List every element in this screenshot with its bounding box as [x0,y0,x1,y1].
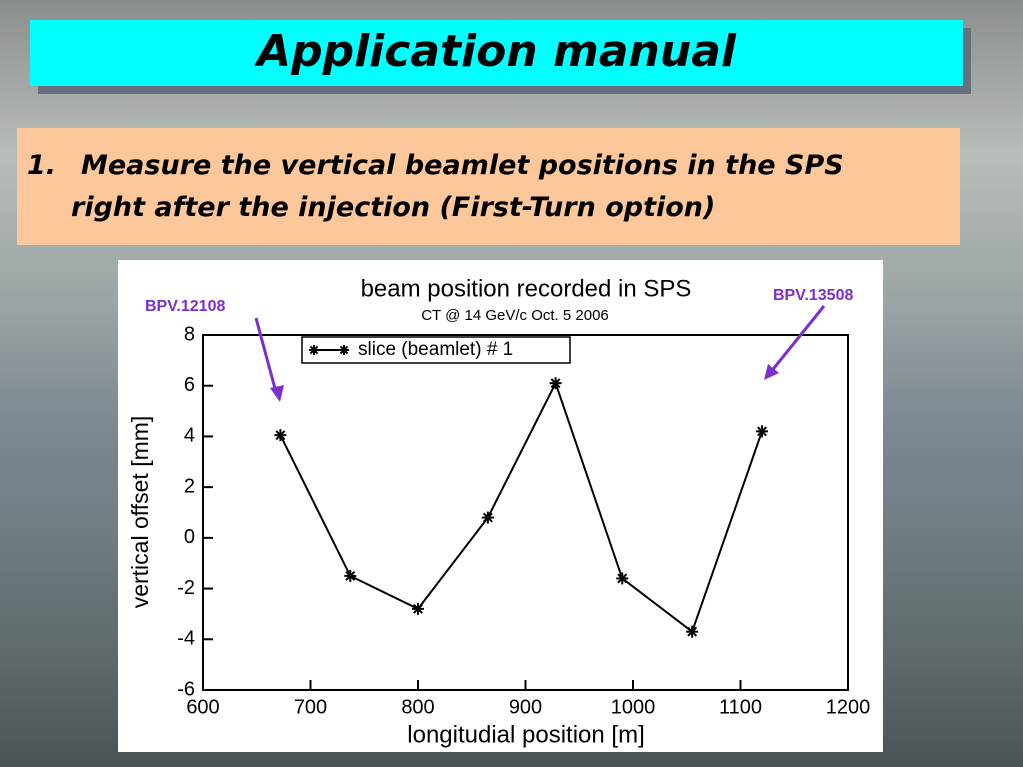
legend-label: slice (beamlet) # 1 [358,339,513,360]
marker-stroke [309,345,319,355]
x-tick-label: 1000 [611,696,656,718]
marker-stroke [275,430,286,441]
x-tick-label: 1200 [826,696,871,718]
annotation-arrow [768,305,826,374]
data-point [616,572,629,585]
annotation-arrow [254,317,279,397]
y-tick-label: -6 [177,678,195,700]
y-tick-label: 2 [184,475,195,497]
data-point [481,511,494,524]
y-axis-label: vertical offset [mm] [127,416,153,609]
x-tick-label: 700 [294,696,327,718]
series-line [279,380,763,634]
marker-stroke [550,378,561,389]
item-line: Measure the vertical beamlet positions i… [81,150,844,181]
annotation: BPV.12108 [145,298,225,315]
y-tick-label: 6 [184,374,195,396]
data-point [686,625,699,638]
data-point [274,429,287,442]
chart-background [118,260,883,752]
data-point [549,377,562,390]
item-line: right after the injection (First-Turn op… [71,192,716,223]
text-box: 1. Measure the vertical beamlet position… [17,128,960,245]
x-tick-label: 600 [186,696,219,718]
marker-stroke [617,573,628,584]
data-point [756,425,768,438]
marker-stroke [345,570,356,581]
marker-stroke [482,512,493,523]
y-tick-label: 8 [184,323,195,345]
marker-stroke [413,603,423,614]
data-point [344,569,357,582]
item-number: 1. [27,150,57,181]
marker-stroke [339,345,349,355]
marker-stroke [687,626,698,637]
arrow-head [270,385,284,402]
x-tick-label: 900 [509,696,542,718]
x-tick-label: 1100 [719,696,762,718]
y-tick-label: -2 [177,577,195,599]
marker-stroke [757,426,767,437]
x-axis-label: longitudial position [m] [407,721,644,748]
chart-subtitle: CT @ 14 GeV/c Oct. 5 2006 [421,307,609,324]
y-tick-label: 0 [184,526,195,548]
data-point [412,602,424,615]
arrow-head [764,364,779,380]
y-tick-label: 4 [184,425,195,447]
chart-title: beam position recorded in SPS [361,275,692,302]
y-tick-label: -4 [177,628,195,650]
x-tick-label: 800 [401,696,434,718]
slide-title: Application manual [30,20,963,86]
annotation: BPV.13508 [773,287,853,304]
